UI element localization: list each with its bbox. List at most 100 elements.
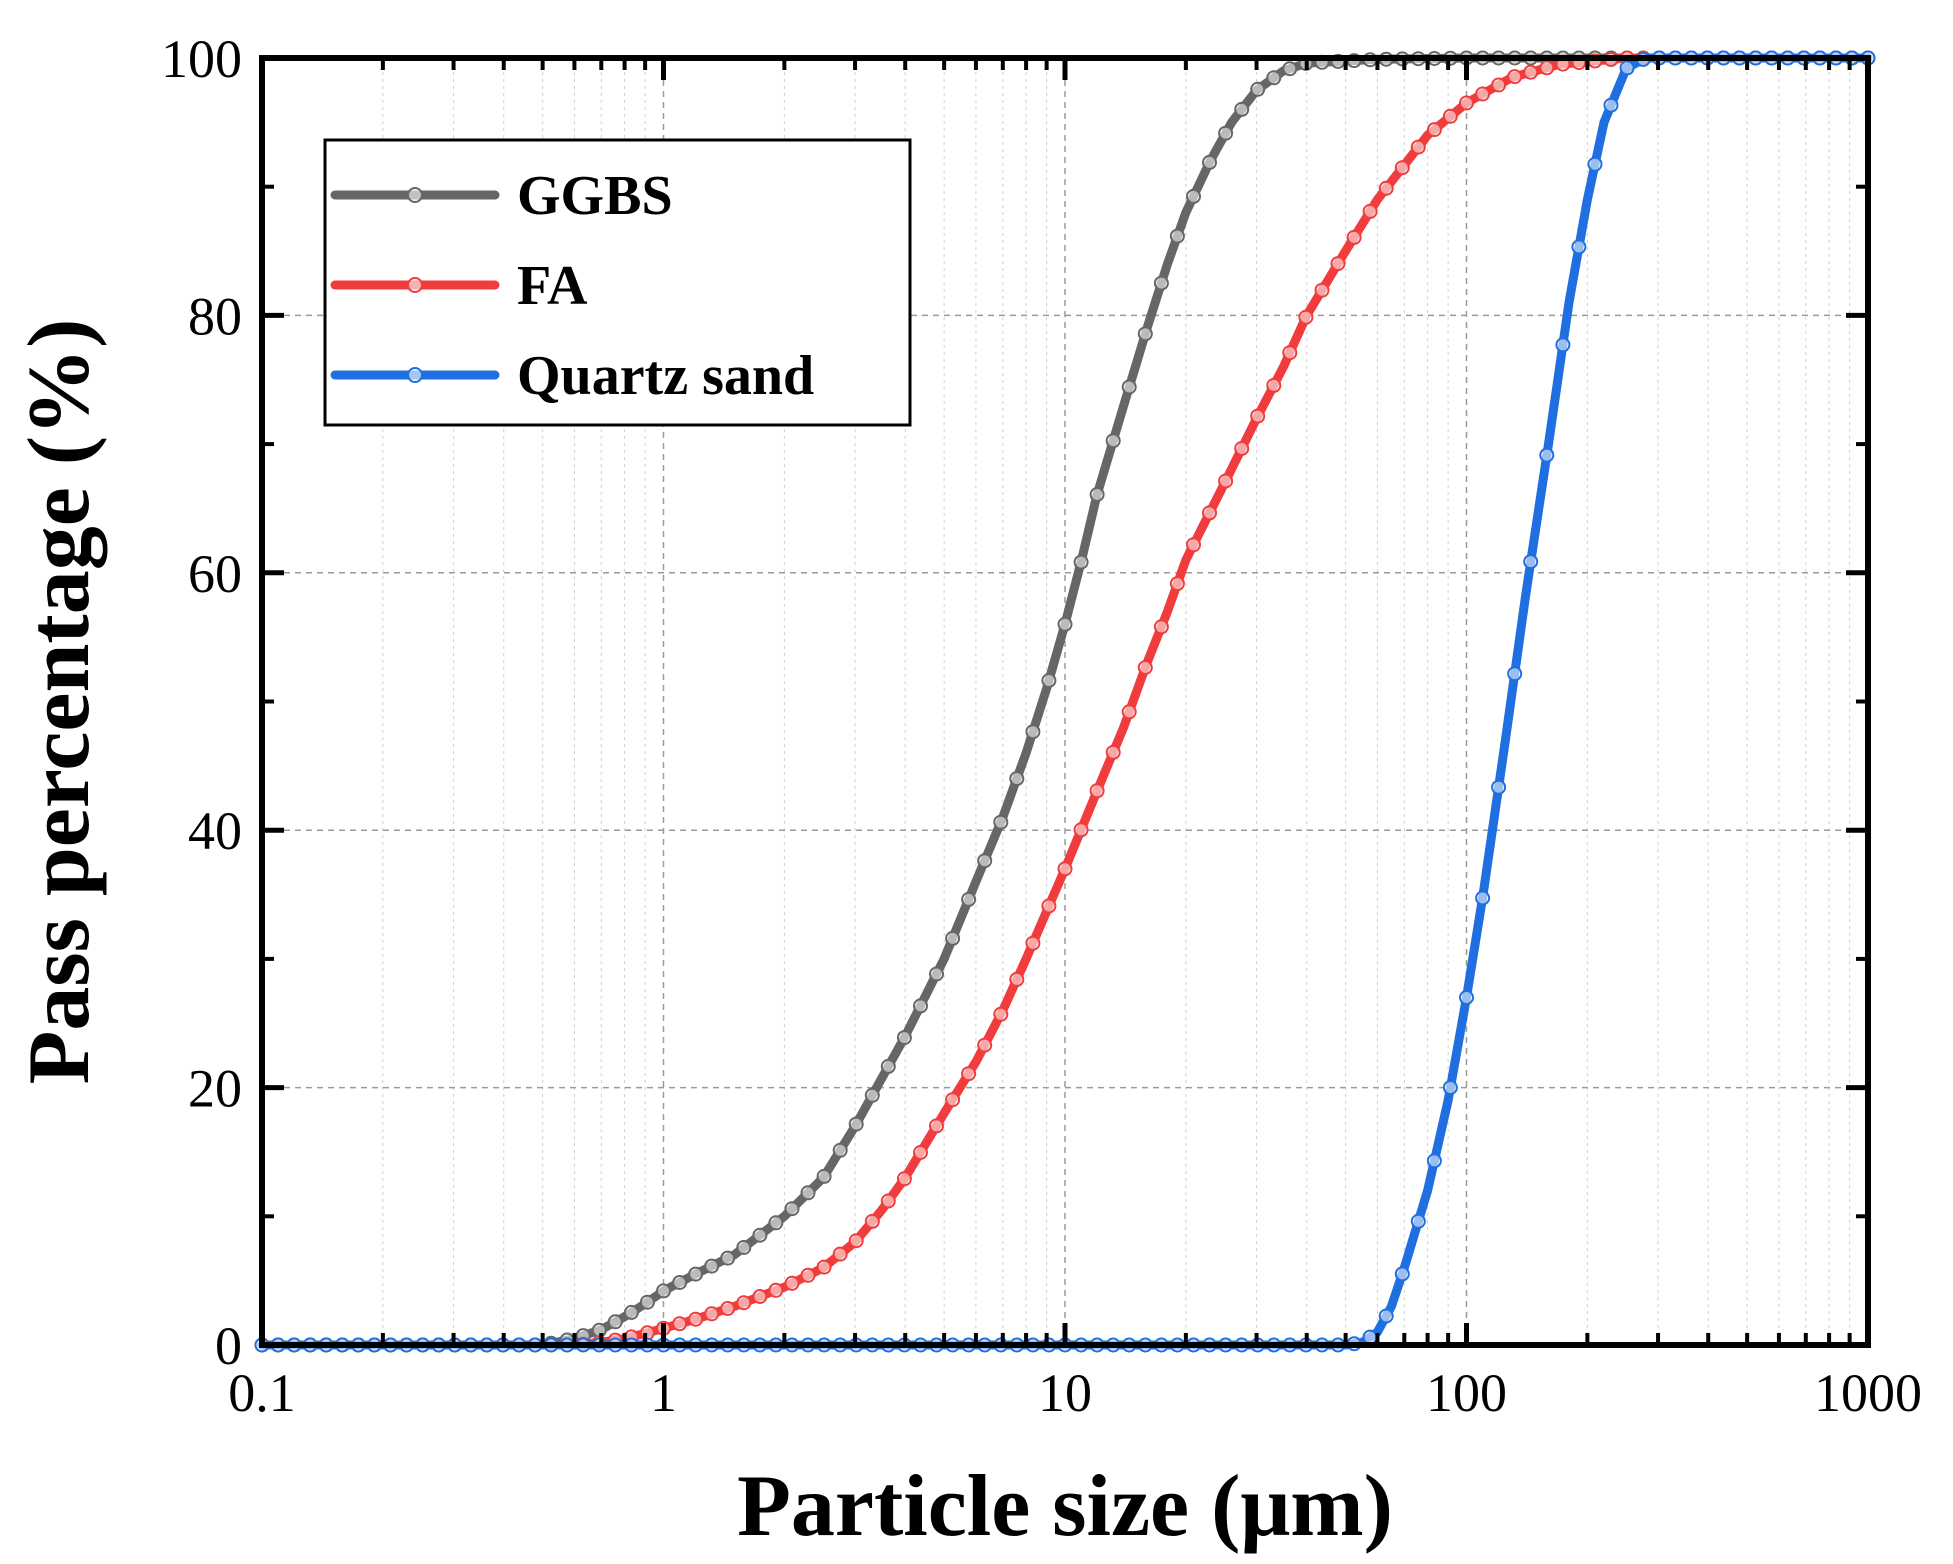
- x-tick-label: 10: [1038, 1363, 1092, 1423]
- data-point: [1009, 971, 1025, 987]
- data-point: [1089, 783, 1105, 799]
- axis-ticks: [259, 55, 1871, 1348]
- data-point: [1603, 97, 1619, 113]
- data-point: [1282, 345, 1298, 361]
- data-point: [688, 1311, 704, 1327]
- data-point: [1266, 70, 1282, 86]
- data-point: [1121, 704, 1137, 720]
- y-tick-label: 100: [161, 29, 242, 89]
- data-point: [1234, 101, 1250, 117]
- data-point: [848, 1233, 864, 1249]
- data-point: [993, 814, 1009, 830]
- data-point: [1523, 554, 1539, 570]
- data-point: [1539, 60, 1555, 76]
- data-point: [832, 1246, 848, 1262]
- data-point: [768, 1282, 784, 1298]
- data-point: [1410, 139, 1426, 155]
- y-tick-label: 40: [188, 801, 242, 861]
- data-point: [864, 1087, 880, 1103]
- legend-item: Quartz sand: [330, 345, 814, 407]
- major-gridlines: [262, 58, 1868, 1345]
- data-point: [977, 853, 993, 869]
- data-point: [1137, 326, 1153, 342]
- y-tick-label: 20: [188, 1059, 242, 1119]
- data-point: [1314, 282, 1330, 298]
- data-point: [1491, 77, 1507, 93]
- x-axis-title: Particle size (μm): [737, 1458, 1393, 1555]
- data-point: [1378, 180, 1394, 196]
- data-point: [720, 1250, 736, 1266]
- y-tick-label: 60: [188, 544, 242, 604]
- data-point: [623, 1304, 639, 1320]
- data-point: [1025, 724, 1041, 740]
- data-point: [1186, 188, 1201, 204]
- data-point: [961, 891, 977, 907]
- data-point: [1218, 125, 1234, 141]
- data-point: [864, 1213, 880, 1229]
- data-point: [1298, 309, 1314, 325]
- data-point: [1442, 1080, 1458, 1095]
- data-point: [1410, 1213, 1426, 1229]
- legend-label: GGBS: [517, 165, 673, 227]
- data-point: [1121, 379, 1137, 395]
- data-point: [1362, 203, 1378, 219]
- data-point: [1394, 1266, 1410, 1282]
- data-point: [784, 1275, 800, 1291]
- data-point: [1025, 935, 1041, 951]
- x-tick-label: 1: [650, 1363, 677, 1423]
- data-point: [1105, 433, 1121, 449]
- data-point: [1507, 69, 1523, 85]
- data-point: [784, 1201, 800, 1217]
- data-point: [1282, 61, 1298, 77]
- data-point: [1105, 744, 1121, 760]
- data-point: [1153, 619, 1169, 635]
- data-point: [1041, 673, 1057, 688]
- y-tick-label: 80: [188, 286, 242, 346]
- data-point: [945, 1092, 961, 1108]
- legend: GGBS FA Quartz sand: [323, 138, 912, 427]
- data-point: [1057, 861, 1073, 877]
- y-axis-title: Pass percentage (%): [11, 319, 108, 1085]
- data-point: [800, 1267, 816, 1283]
- data-point: [800, 1185, 816, 1201]
- data-point: [1555, 337, 1571, 353]
- data-point: [1250, 408, 1266, 424]
- data-point: [639, 1294, 655, 1310]
- data-point: [1523, 64, 1539, 80]
- data-point: [816, 1168, 832, 1184]
- data-point: [977, 1037, 993, 1053]
- data-point: [639, 1325, 655, 1341]
- data-point: [848, 1116, 864, 1132]
- data-point: [1346, 229, 1362, 245]
- data-point: [591, 1322, 607, 1338]
- x-tick-label: 1000: [1814, 1363, 1922, 1423]
- legend-swatch-marker: [407, 367, 423, 383]
- data-point: [1234, 441, 1250, 456]
- data-point: [1250, 81, 1266, 97]
- data-point: [1153, 275, 1169, 291]
- data-point: [1009, 771, 1025, 787]
- data-point: [1426, 1153, 1442, 1169]
- data-point: [1378, 1308, 1394, 1324]
- data-point: [736, 1240, 752, 1255]
- legend-item: GGBS: [330, 165, 673, 227]
- data-point: [656, 1283, 671, 1299]
- data-point: [1202, 505, 1217, 521]
- data-point: [1202, 154, 1217, 170]
- data-point: [1475, 86, 1491, 102]
- data-point: [704, 1306, 720, 1322]
- legend-label: FA: [517, 255, 588, 317]
- data-point: [720, 1301, 736, 1316]
- data-point: [993, 1006, 1009, 1022]
- legend-swatch-marker: [407, 187, 423, 203]
- data-point: [1186, 537, 1201, 553]
- data-point: [1073, 554, 1089, 570]
- data-point: [1169, 228, 1185, 244]
- data-point: [1394, 160, 1410, 176]
- data-point: [1169, 576, 1185, 592]
- x-tick-label: 0.1: [228, 1363, 296, 1423]
- data-point: [1362, 1329, 1378, 1345]
- data-point: [752, 1289, 768, 1304]
- x-tick-label: 100: [1426, 1363, 1507, 1423]
